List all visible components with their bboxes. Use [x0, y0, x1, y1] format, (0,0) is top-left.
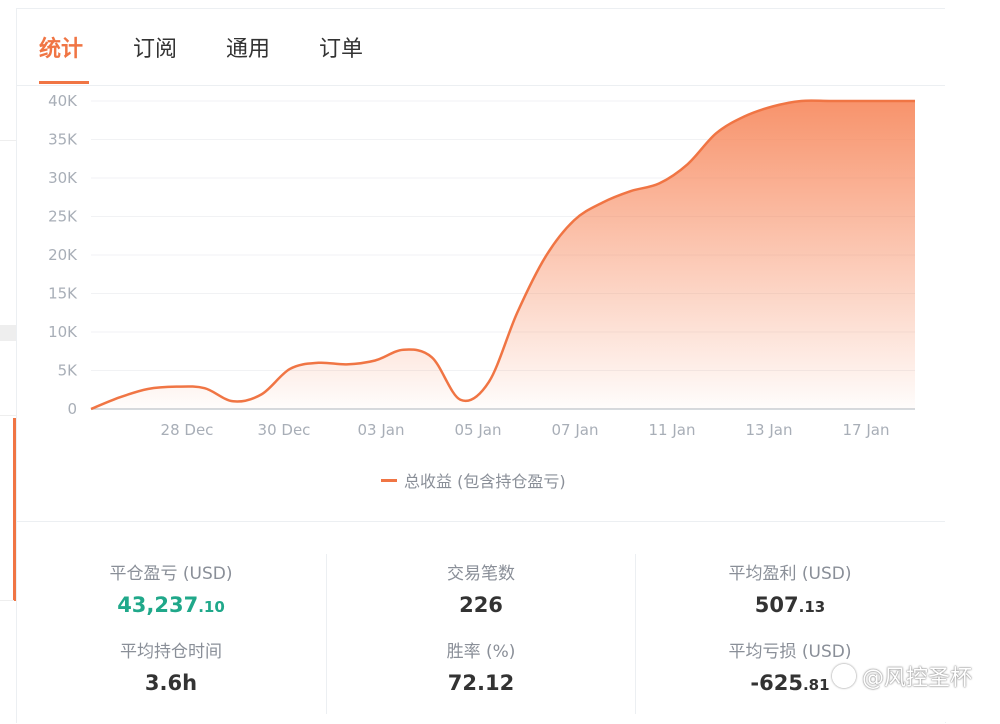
stat-value: 226: [459, 593, 503, 617]
x-tick-label: 30 Dec: [258, 421, 311, 439]
left-sidebar-edge: [0, 0, 16, 722]
stat-avg-profit: 平均盈利 (USD) 507.13: [636, 562, 944, 620]
y-tick-label: 5K: [58, 362, 79, 380]
stats-column-middle: 交易笔数 226 胜率 (%) 72.12: [327, 522, 635, 724]
y-tick-label: 20K: [48, 246, 78, 264]
stats-column-right: 平均盈利 (USD) 507.13 平均亏损 (USD) -625.81: [636, 522, 944, 724]
tab-bar: 统计 订阅 通用 订单: [17, 9, 945, 86]
divider: [0, 600, 14, 601]
stats-column-left: 平仓盈亏 (USD) 43,237.10 平均持仓时间 3.6h: [17, 522, 325, 724]
stat-avg-loss: 平均亏损 (USD) -625.81: [636, 640, 944, 698]
value-decimal: .10: [198, 598, 225, 616]
x-tick-label: 03 Jan: [358, 421, 405, 439]
stat-trade-count: 交易笔数 226: [327, 562, 635, 620]
value-integer: -625: [750, 671, 803, 695]
watermark-text: @风控圣杯: [862, 666, 973, 691]
right-margin: [945, 0, 1000, 722]
sidebar-block: [0, 325, 16, 341]
stat-label: 交易笔数: [447, 564, 515, 584]
legend-swatch: [381, 478, 397, 482]
value-integer: 43,237: [117, 593, 199, 617]
active-tab-underline: [39, 81, 89, 84]
series-line[interactable]: [90, 99, 915, 411]
value-integer: 507: [754, 593, 799, 617]
x-tick-label: 07 Jan: [552, 421, 599, 439]
stat-value: 72.12: [447, 671, 515, 695]
tab-subscribe[interactable]: 订阅: [133, 37, 178, 62]
series-area-fill: [91, 100, 915, 409]
stat-value: -625.81: [636, 668, 944, 698]
pnl-area-chart: 0 5K 10K 15K 20K 25K 30K 35K 40K 28 Dec 30 Dec 03 …: [48, 92, 915, 439]
watermark-logo-icon: [832, 664, 856, 688]
watermark: @风控圣杯: [832, 660, 972, 692]
stat-value: 43,237.10: [17, 590, 325, 620]
stat-avg-hold-time: 平均持仓时间 3.6h: [17, 640, 325, 698]
column-divider: [635, 554, 636, 714]
stat-value: 3.6h: [144, 671, 198, 695]
divider: [0, 140, 16, 141]
x-tick-label: 11 Jan: [649, 421, 696, 439]
stats-panel: 统计 订阅 通用 订单 0 5K 10K 15K 20K 25K 30K 35K 40K 28 …: [16, 8, 946, 724]
y-tick-label: 25K: [48, 208, 78, 226]
tab-statistics[interactable]: 统计: [39, 37, 84, 62]
y-tick-label: 30K: [48, 169, 78, 187]
y-tick-label: 15K: [48, 285, 78, 303]
tab-general[interactable]: 通用: [226, 37, 271, 62]
y-tick-label: 10K: [48, 323, 78, 341]
summary-stats: 平仓盈亏 (USD) 43,237.10 平均持仓时间 3.6h 交易笔数 22…: [17, 521, 945, 724]
stat-label: 平仓盈亏 (USD): [109, 564, 233, 584]
x-tick-label: 05 Jan: [455, 421, 502, 439]
stat-label: 平均持仓时间: [120, 642, 222, 662]
chart-legend[interactable]: 总收益 (包含持仓盈亏): [381, 469, 566, 491]
divider: [0, 415, 16, 416]
column-divider: [326, 554, 327, 714]
value-decimal: .81: [802, 676, 830, 694]
active-indicator: [13, 418, 16, 601]
legend-label: 总收益 (包含持仓盈亏): [404, 472, 566, 491]
stat-win-rate: 胜率 (%) 72.12: [327, 640, 635, 698]
stat-label: 胜率 (%): [446, 642, 516, 662]
y-tick-label: 40K: [48, 92, 78, 110]
stat-label: 平均盈利 (USD): [728, 564, 852, 584]
y-tick-label: 35K: [48, 131, 78, 149]
stat-value: 507.13: [636, 590, 944, 620]
tab-orders[interactable]: 订单: [319, 37, 364, 62]
value-decimal: .13: [798, 598, 826, 616]
x-tick-label: 17 Jan: [843, 421, 890, 439]
stat-closed-pnl: 平仓盈亏 (USD) 43,237.10: [17, 562, 325, 620]
y-tick-label: 0: [67, 400, 77, 418]
x-tick-label: 28 Dec: [161, 421, 214, 439]
x-tick-label: 13 Jan: [746, 421, 793, 439]
stat-label: 平均亏损 (USD): [728, 642, 852, 662]
